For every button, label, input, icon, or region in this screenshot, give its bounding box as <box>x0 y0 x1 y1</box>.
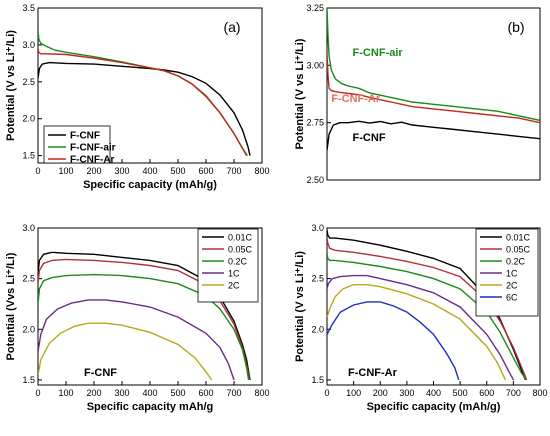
sample-label: F-CNF <box>84 367 117 379</box>
y-tick-label: 2.50 <box>306 175 324 185</box>
y-tick-label: 3.0 <box>311 223 324 233</box>
y-tick-label: 2.75 <box>306 118 324 128</box>
legend-label: 0.2C <box>506 257 526 267</box>
series-line-0-01c <box>38 251 251 381</box>
annotation-label: F-CNF-Ar <box>331 93 381 105</box>
x-tick-label: 100 <box>58 388 73 398</box>
x-tick-label: 500 <box>170 388 185 398</box>
y-tick-label: 3.5 <box>22 3 35 13</box>
chart-panel-3: 0 100 200 300 400 500 600 700 800 1.5 2.0 2.5 3.0 Spe… <box>5 223 270 413</box>
legend-label: 2C <box>228 281 240 291</box>
series-line-f-cnf <box>327 120 540 151</box>
series-line-f-cnf-air <box>327 8 540 122</box>
legend-label: 0.01C <box>228 233 253 243</box>
series-line-1c <box>38 299 235 381</box>
x-tick-label: 100 <box>58 166 73 176</box>
y-tick-label: 2.0 <box>22 114 35 124</box>
x-tick-label: 700 <box>226 166 241 176</box>
y-tick-label: 2.0 <box>22 324 35 334</box>
x-tick-label: 200 <box>86 166 101 176</box>
series-line-2c <box>327 284 507 381</box>
series-line-f-cnf-ar <box>38 48 248 156</box>
x-axis-label: Specific capacity mAh/g <box>87 401 214 413</box>
annotation-label: F-CNF <box>353 132 386 144</box>
series-line-0-05c <box>327 237 528 381</box>
x-tick-label: 400 <box>426 388 441 398</box>
series-line-0-05c <box>38 258 251 381</box>
x-tick-label: 300 <box>399 388 414 398</box>
panel-label: (b) <box>507 19 524 35</box>
x-tick-label: 500 <box>453 388 468 398</box>
series-line-0-2c <box>38 273 250 381</box>
annotation-label: F-CNF-air <box>353 47 404 59</box>
x-tick-label: 200 <box>86 388 101 398</box>
x-tick-label: 0 <box>324 388 329 398</box>
legend-label: 2C <box>506 281 518 291</box>
y-tick-label: 3.00 <box>306 60 324 70</box>
legend-label: 0.05C <box>506 245 531 255</box>
legend-box <box>197 228 259 303</box>
y-axis-label: Potential (V vs Li⁺/Li) <box>294 38 306 149</box>
series-line-6c <box>327 301 460 381</box>
sample-label: F-CNF-Ar <box>348 367 398 379</box>
y-axis-label: Potential (V vs Li⁺/Li) <box>294 251 306 362</box>
legend-label: 0.01C <box>506 233 531 243</box>
chart-panel-1: 0 100 200 300 400 500 600 700 800 1.5 2.0 2.5 3.0 3.5… <box>5 3 270 191</box>
chart-panel-2: 2.50 2.75 3.00 3.25 Potential (V vs Li⁺/Li) (… <box>294 3 541 185</box>
series-line-0-2c <box>327 253 527 381</box>
legend-label: 0.2C <box>228 257 248 267</box>
x-tick-label: 800 <box>532 388 547 398</box>
legend-label: F-CNF-Ar <box>70 155 115 166</box>
x-tick-label: 600 <box>198 166 213 176</box>
y-tick-label: 1.5 <box>22 375 35 385</box>
x-axis-label: Specific capacity (mAh/g) <box>83 179 217 191</box>
plot-frame <box>326 7 541 181</box>
legend-label: 1C <box>228 269 240 279</box>
x-tick-label: 800 <box>254 388 269 398</box>
legend: 0.01C 0.05C 0.2C 1C 2C <box>197 228 259 303</box>
y-tick-label: 2.5 <box>311 274 324 284</box>
chart-panel-4: 0 100 200 300 400 500 600 700 800 1.5 2.0 2.5 3.0 Spe… <box>294 223 548 413</box>
series-line-f-cnf-ar <box>327 53 540 124</box>
x-tick-label: 700 <box>506 388 521 398</box>
x-tick-label: 400 <box>142 166 157 176</box>
x-tick-label: 300 <box>114 166 129 176</box>
legend-box <box>43 125 111 164</box>
y-tick-label: 3.25 <box>306 3 324 13</box>
y-axis-label: Potential (Vvs Li⁺/Li) <box>5 252 17 360</box>
legend: 0.01C 0.05C 0.2C 1C 2C 6C <box>475 228 539 317</box>
legend-label: F-CNF-air <box>70 143 116 154</box>
y-tick-label: 2.5 <box>22 77 35 87</box>
x-tick-label: 0 <box>35 388 40 398</box>
x-tick-label: 100 <box>346 388 361 398</box>
legend-label: F-CNF <box>70 131 100 142</box>
x-axis-label: Specific capacity (mAh/g) <box>367 401 501 413</box>
x-tick-label: 500 <box>170 166 185 176</box>
x-tick-label: 800 <box>254 166 269 176</box>
y-tick-label: 1.5 <box>311 375 324 385</box>
x-tick-label: 600 <box>479 388 494 398</box>
series-line-1c <box>327 274 515 381</box>
x-tick-label: 0 <box>35 166 40 176</box>
y-tick-label: 2.5 <box>22 274 35 284</box>
y-tick-label: 2.0 <box>311 324 324 334</box>
x-tick-label: 300 <box>114 388 129 398</box>
y-tick-label: 1.5 <box>22 151 35 161</box>
panel-label: (a) <box>223 19 240 35</box>
x-tick-label: 400 <box>142 388 157 398</box>
y-axis-label: Potential (V vs Li⁺/Li) <box>5 30 17 141</box>
x-tick-label: 700 <box>226 388 241 398</box>
y-tick-label: 3.0 <box>22 223 35 233</box>
series-line-2c <box>38 322 213 381</box>
legend-label: 1C <box>506 269 518 279</box>
legend-label: 0.05C <box>228 245 253 255</box>
x-tick-label: 600 <box>198 388 213 398</box>
x-tick-label: 200 <box>373 388 388 398</box>
legend-label: 6C <box>506 293 518 303</box>
y-tick-label: 3.0 <box>22 40 35 50</box>
